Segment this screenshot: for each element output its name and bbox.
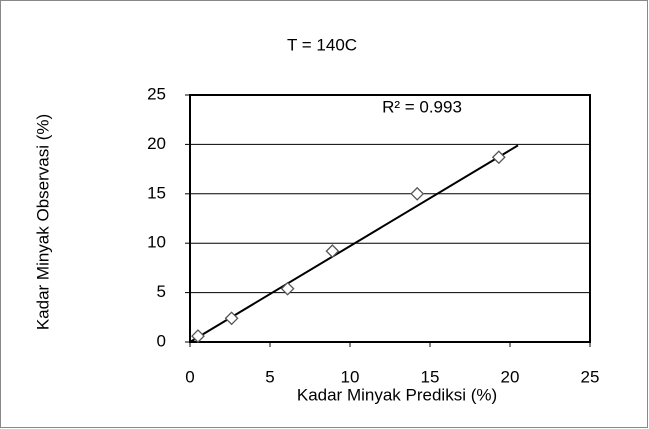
y-tick-label: 15 — [147, 183, 166, 202]
data-point — [410, 186, 425, 201]
y-tick-label: 25 — [147, 84, 166, 103]
x-tick-label: 25 — [581, 367, 600, 386]
data-point — [325, 244, 340, 259]
chart-title: T = 140C — [287, 35, 357, 54]
y-tick-label: 20 — [147, 134, 166, 153]
y-axis-title: Kadar Minyak Observasi (%) — [33, 114, 52, 330]
data-point — [191, 329, 205, 343]
data-point — [280, 281, 295, 296]
x-axis-title: Kadar Minyak Prediksi (%) — [297, 385, 497, 404]
x-tick-label: 5 — [265, 367, 274, 386]
y-tick-label: 0 — [157, 331, 166, 350]
trendline — [189, 144, 519, 343]
x-tick-label: 10 — [341, 367, 360, 386]
data-point — [224, 311, 239, 326]
r-squared: R² = 0.993 — [382, 97, 462, 116]
x-tick-label: 20 — [501, 367, 520, 386]
y-tick-label: 10 — [147, 233, 166, 252]
plot-area — [189, 94, 591, 343]
y-tick-label: 5 — [157, 282, 166, 301]
data-point — [491, 150, 506, 165]
x-tick-label: 0 — [185, 367, 194, 386]
x-tick-label: 15 — [421, 367, 440, 386]
